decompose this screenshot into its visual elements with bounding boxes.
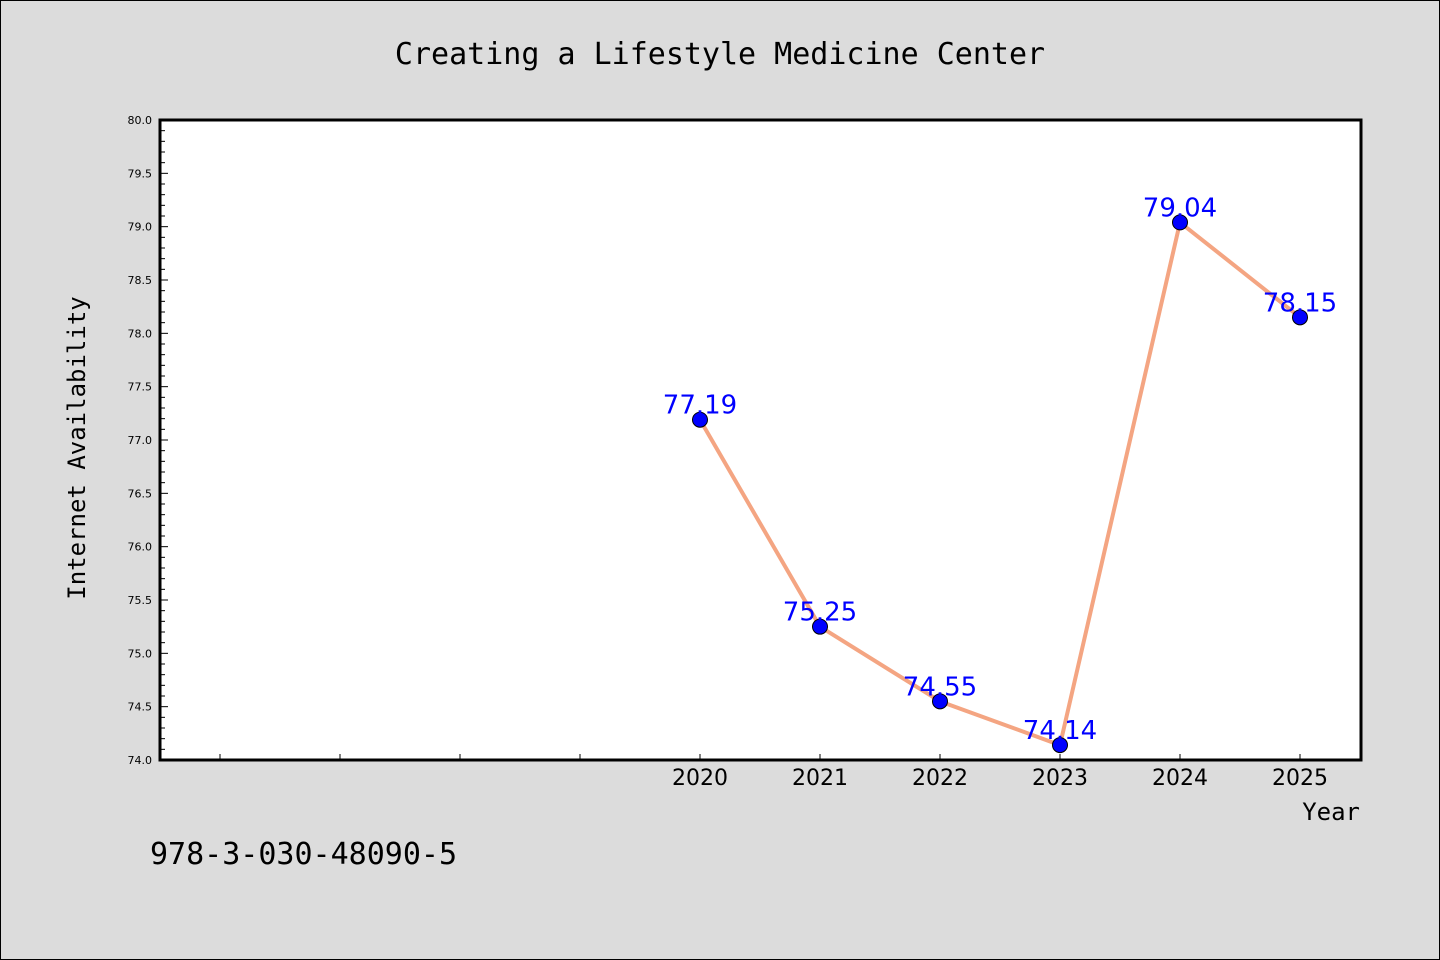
- x-axis: 2020 2021 2022 2023 2024 2025: [219, 754, 1328, 791]
- data-label: 78.15: [1263, 288, 1337, 318]
- footer-isbn: 978-3-030-48090-5: [150, 837, 457, 872]
- y-tick-label: 74.0: [128, 754, 153, 767]
- data-point: [1292, 309, 1308, 326]
- chart-title: Creating a Lifestyle Medicine Center: [395, 37, 1045, 72]
- x-tick-label: 2021: [792, 766, 848, 791]
- y-tick-label: 76.5: [128, 487, 153, 500]
- y-axis: 74.0 74.5 75.0 75.5 76.0 76.5 77.0 77.5 78.0 78.5…: [128, 114, 168, 767]
- y-tick-label: 80.0: [128, 114, 153, 127]
- x-tick-label: 2024: [1152, 766, 1208, 791]
- data-label: 74.55: [903, 672, 977, 702]
- data-label: 74.14: [1023, 716, 1097, 746]
- y-tick-label: 79.5: [128, 167, 153, 180]
- data-label: 79.04: [1143, 193, 1217, 223]
- data-point: [932, 693, 948, 710]
- y-tick-label: 76.0: [128, 541, 153, 554]
- x-tick-label: 2022: [912, 766, 968, 791]
- y-tick-label: 78.5: [128, 274, 153, 287]
- plot-area: [158, 118, 1363, 762]
- x-axis-label: Year: [1302, 798, 1360, 826]
- data-point: [1172, 214, 1188, 231]
- x-tick-label: 2023: [1032, 766, 1088, 791]
- y-tick-label: 75.5: [128, 594, 153, 607]
- y-tick-label: 77.5: [128, 381, 153, 394]
- y-tick-label: 77.0: [128, 434, 153, 447]
- data-label: 77.19: [663, 391, 737, 421]
- y-tick-label: 79.0: [128, 221, 153, 234]
- x-tick-label: 2020: [672, 766, 728, 791]
- data-label: 75.25: [783, 598, 857, 628]
- y-tick-label: 78.0: [128, 327, 153, 340]
- series-line: [698, 220, 1302, 748]
- y-tick-label: 75.0: [128, 647, 153, 660]
- y-axis-label: Internet Availability: [63, 296, 91, 599]
- data-point: [692, 411, 708, 428]
- data-point: [812, 618, 828, 635]
- y-tick-label: 74.5: [128, 701, 153, 714]
- x-tick-label: 2025: [1272, 766, 1328, 791]
- series-layer: 77.19 75.25 74.55 74.14 79.04 78.15: [663, 193, 1337, 754]
- data-point: [1052, 737, 1068, 754]
